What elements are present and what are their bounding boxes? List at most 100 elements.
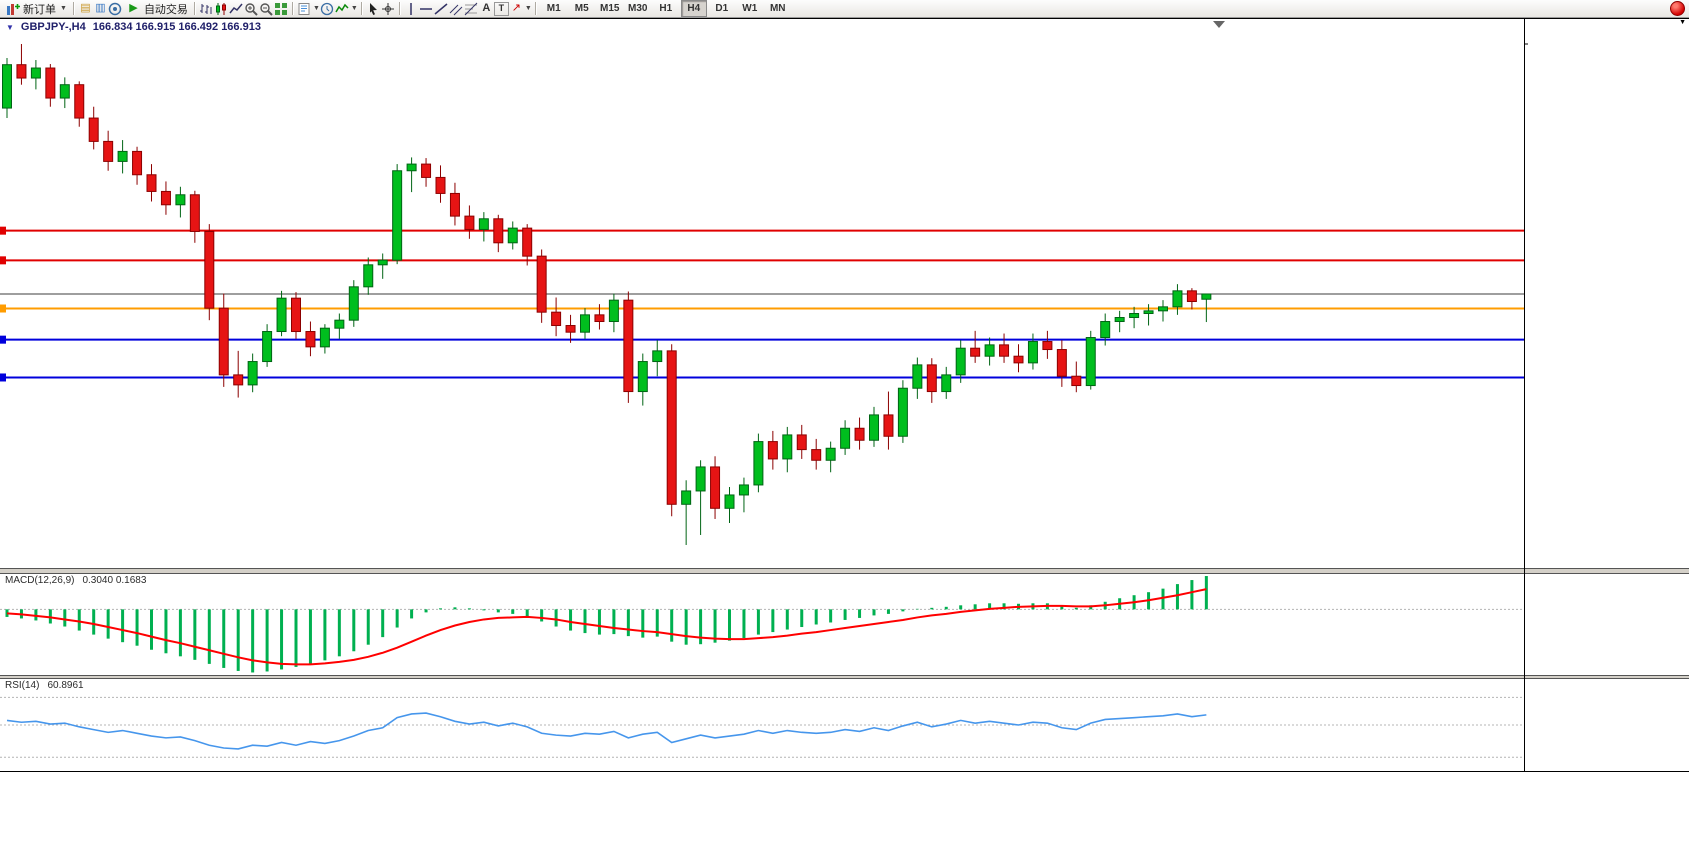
chevron-down-icon[interactable]: ▼ [350,5,358,12]
toolbar-separator [72,2,75,15]
candle-body [291,297,301,333]
price-chart-canvas[interactable] [0,18,1689,861]
candle-body [1143,310,1154,315]
timeframe-w1-button[interactable]: W1 [742,3,758,14]
candle-body [825,447,836,461]
candle-body [522,227,533,257]
zoom-out-icon[interactable] [259,1,274,16]
candle-body [738,484,749,496]
candle-body [218,307,229,376]
candle-body [753,441,764,486]
chevron-down-icon[interactable]: ▼ [524,5,532,12]
channel-tool-icon[interactable] [449,1,464,16]
candle-body [1186,290,1197,303]
new-order-label: 新订单 [23,3,56,16]
cursor-icon[interactable] [366,1,381,16]
toolbar-separator [291,2,294,15]
indicators-icon[interactable] [335,1,350,16]
timeframe-mn-button[interactable]: MN [769,3,786,14]
text-label-tool-icon[interactable]: T [493,1,509,16]
autotrading-label: 自动交易 [143,3,188,16]
timeframe-d1-button[interactable]: D1 [715,3,729,14]
candle-body [45,67,56,99]
candle-body [941,374,952,393]
toolbar-separator [398,2,401,15]
timeframe-m5-button[interactable]: M5 [574,3,589,14]
candle-body [2,64,12,109]
candle-body [681,490,692,505]
line-chart-type-icon[interactable] [229,1,244,16]
candle-body [608,299,619,323]
horizontal-line-tool-icon[interactable] [419,1,434,16]
candle-body [74,84,85,119]
text-tool-icon[interactable]: A [482,2,491,14]
candle-body [262,331,273,363]
candle-body [551,311,562,327]
candle-body [103,140,114,162]
candle-body [132,150,143,176]
new-order-icon [5,1,20,16]
timeframe-m1-button[interactable]: M1 [546,3,561,14]
candle-body [435,176,446,194]
axis-menu-icon[interactable]: ▼ [1679,19,1686,26]
chevron-down-icon: ▼ [60,5,67,12]
candle-body [565,325,576,333]
candle-body [782,434,793,460]
candle-body [1100,321,1111,339]
market-watch-button[interactable]: ▥ [95,2,106,14]
bar-chart-type-icon[interactable] [199,1,214,16]
arrows-tool-icon[interactable]: ↗ [511,2,521,14]
chart-shift-marker[interactable] [1213,21,1225,28]
candle-body [1056,349,1067,377]
community-button[interactable] [108,1,123,16]
autotrading-button[interactable]: ▶ 自动交易 [123,1,191,17]
profiles-button[interactable]: ▤ [80,2,91,14]
templates-icon[interactable] [297,1,312,16]
candles [2,44,1212,545]
candle-body [1027,341,1038,364]
candle-body [1085,337,1096,387]
candle-body [883,414,894,437]
timeframe-m15-button[interactable]: M15 [600,3,620,14]
toolbar-separator [193,2,196,15]
candle-body [666,350,677,505]
hline-left-marker [0,373,6,382]
timeframe-m30-button[interactable]: M30 [628,3,648,14]
autotrading-play-icon: ▶ [129,2,138,14]
chevron-down-icon[interactable]: ▼ [312,5,320,12]
hline-left-marker [0,304,6,313]
candle-body [507,227,518,244]
candle-body [16,64,27,79]
candle-body [478,218,489,230]
candlestick-chart-type-icon[interactable] [214,1,229,16]
candle-body [637,361,648,393]
hline-left-marker [0,256,6,265]
timeframe-h4-button[interactable]: H4 [680,0,707,17]
candle-body [247,361,258,386]
crosshair-icon[interactable] [381,1,396,16]
candle-body [580,314,590,333]
toolbar-separator [534,2,537,15]
candle-body [88,117,99,142]
fibonacci-tool-icon[interactable] [464,1,479,16]
hline-left-marker [0,226,6,235]
candle-body [1114,317,1125,323]
candle-body [623,299,634,393]
timeframe-h1-button[interactable]: H1 [659,3,673,14]
candle-body [493,218,504,244]
hline-left-marker [0,335,6,344]
zoom-in-icon[interactable] [244,1,259,16]
candle-body [363,264,374,288]
tile-windows-icon[interactable] [274,1,289,16]
candle-body [406,163,417,172]
new-order-button[interactable]: 新订单 ▼ [2,1,70,17]
periods-clock-icon[interactable] [320,1,335,16]
vertical-line-tool-icon[interactable] [404,1,419,16]
trendline-tool-icon[interactable] [434,1,449,16]
candle-body [59,84,70,99]
candle-body [1042,341,1053,351]
notification-icon[interactable] [1670,1,1685,16]
candle-body [392,170,403,261]
candle-body [984,344,995,357]
toolbar-separator [360,2,363,15]
